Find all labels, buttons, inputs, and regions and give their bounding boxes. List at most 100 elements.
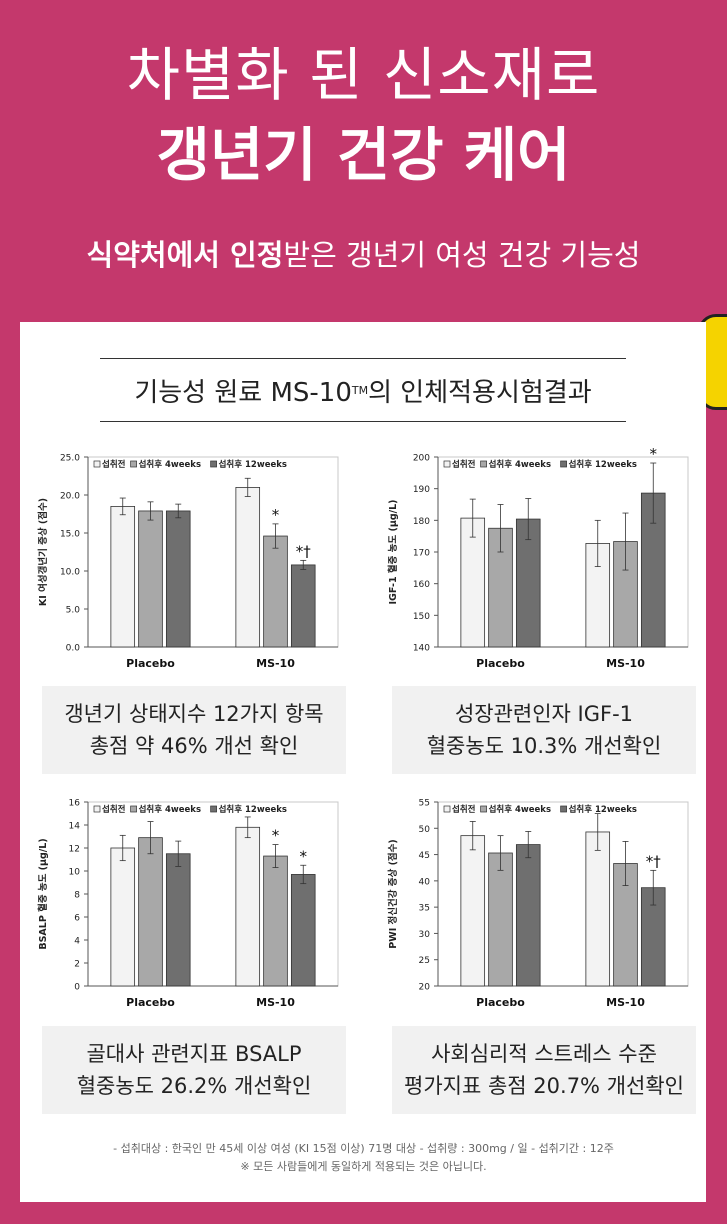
legend-label: 섭취후 12weeks [219,459,287,470]
legend-label: 섭취후 4weeks [489,804,551,815]
x-category-label: MS-10 [256,996,295,1009]
x-category-label: MS-10 [256,657,295,670]
legend-swatch [480,460,487,468]
caption-line: 성장관련인자 IGF-1 [454,702,634,726]
y-tick-label: 4 [74,937,80,947]
legend-swatch [560,460,567,468]
y-tick-label: 55 [419,799,430,809]
footnote-line1: - 섭취대상 : 한국인 만 45세 이상 여성 (KI 15점 이상) 71명… [113,1142,614,1155]
chart-bsalp: 0 2 4 6 8 10 12 14 16 BSALP 혈중 농도 (μg/L) Placebo * *… [37,799,339,1009]
significance-mark: * [272,827,280,845]
legend-swatch [210,460,217,468]
y-tick-label: 20 [419,983,431,993]
bar [235,826,261,987]
y-tick-label: 170 [413,549,430,559]
subheadline: 식약처에서 인정받은 갱년기 여성 건강 기능성 [0,232,727,274]
legend-swatch [210,805,217,813]
y-tick-label: 25.0 [60,454,80,464]
subheadline-bold: 식약처에서 인정 [86,238,284,272]
legend-label: 섭취후 4weeks [139,459,201,470]
significance-mark: * [300,847,308,865]
bar [138,837,163,987]
bar [585,831,611,987]
x-category-label: Placebo [126,657,175,670]
y-axis-label: BSALP 혈중 농도 (μg/L) [37,838,49,949]
legend-label: 섭취후 12weeks [219,804,287,815]
legend-label: 섭취후 12weeks [569,804,637,815]
caption-pwi: 사회심리적 스트레스 수준 평가지표 총점 20.7% 개선확인 [392,1026,696,1114]
legend-label: 섭취후 4weeks [139,804,201,815]
results-title-main: 기능성 원료 MS-10 [134,377,352,408]
y-tick-label: 2 [74,960,80,970]
bar [110,506,136,648]
x-category-label: MS-10 [606,657,645,670]
bar [138,510,163,648]
y-tick-label: 150 [413,612,430,622]
legend-swatch [130,805,137,813]
y-tick-label: 180 [413,517,430,527]
legend-swatch [130,460,137,468]
caption-bsalp: 골대사 관련지표 BSALP 혈중농도 26.2% 개선확인 [42,1026,346,1114]
footnote-line2: ※ 모든 사람들에게 동일하게 적용되는 것은 아닙니다. [240,1160,487,1173]
y-tick-label: 160 [413,580,430,590]
caption-line: 골대사 관련지표 BSALP [86,1042,302,1066]
legend-label: 섭취전 [102,459,126,470]
significance-mark: *† [296,542,312,560]
y-tick-label: 140 [413,644,430,654]
y-tick-label: 12 [69,845,80,855]
y-tick-label: 25 [419,956,430,966]
y-tick-label: 40 [419,877,431,887]
trademark: TM [351,383,369,397]
caption-line: 사회심리적 스트레스 수준 [431,1042,657,1066]
bar [290,874,316,987]
x-category-label: Placebo [476,996,525,1009]
legend-swatch [480,805,487,813]
y-tick-label: 20.0 [60,492,80,502]
y-tick-label: 6 [74,914,80,924]
y-tick-label: 35 [419,904,430,914]
headline-line1: 차별화 된 신소재로 [126,41,601,109]
y-tick-label: 50 [419,825,431,835]
bar [165,853,191,987]
caption-line: 혈중농도 26.2% 개선확인 [76,1074,312,1098]
y-tick-label: 0 [74,983,80,993]
legend-label: 섭취전 [452,804,476,815]
bar [165,510,191,648]
headline-line2: 갱년기 건강 케어 [156,121,571,189]
y-tick-label: 10 [69,868,81,878]
legend-swatch [443,460,451,468]
legend-label: 섭취전 [452,459,476,470]
caption-line: 평가지표 총점 20.7% 개선확인 [404,1074,684,1098]
chart-igf1: 140 150 160 170 180 190 200 IGF-1 혈중 농도 (μg/L) P… [387,445,689,670]
y-tick-label: 5.0 [66,606,81,616]
significance-mark: * [272,506,280,524]
y-axis-label: PWI 정신건강 증상 (점수) [387,839,399,949]
x-category-label: Placebo [126,996,175,1009]
significance-mark: *† [646,852,662,870]
y-tick-label: 16 [69,799,81,809]
results-title-rest: 의 인체적용시험결과 [368,377,592,408]
bar [110,847,136,987]
caption-line: 혈중농도 10.3% 개선확인 [426,734,662,758]
y-tick-label: 45 [419,851,430,861]
y-tick-label: 10.0 [60,568,80,578]
y-axis-label: IGF-1 혈중 농도 (μg/L) [387,500,399,605]
y-tick-label: 14 [69,822,81,832]
y-tick-label: 15.0 [60,530,80,540]
bar [488,852,513,987]
legend-label: 섭취후 12weeks [569,459,637,470]
bar [235,487,261,648]
legend-swatch [93,460,101,468]
legend-swatch [443,805,451,813]
y-axis-label: KI 여성갱년기 증상 (점수) [37,498,49,606]
legend-label: 섭취전 [102,804,126,815]
legend-swatch [93,805,101,813]
bar [263,535,288,648]
x-category-label: Placebo [476,657,525,670]
chart-pwi: 20 25 30 35 40 45 50 55 PWI 정신건강 증상 (점수) Placebo *… [387,799,689,1009]
results-title: 기능성 원료 MS-10 TM 의 인체적용시험결과 [100,358,626,422]
bar [263,855,288,987]
caption-igf1: 성장관련인자 IGF-1 혈중농도 10.3% 개선확인 [392,686,696,774]
bar [515,844,541,987]
caption-line: 갱년기 상태지수 12가지 항목 [64,702,324,726]
